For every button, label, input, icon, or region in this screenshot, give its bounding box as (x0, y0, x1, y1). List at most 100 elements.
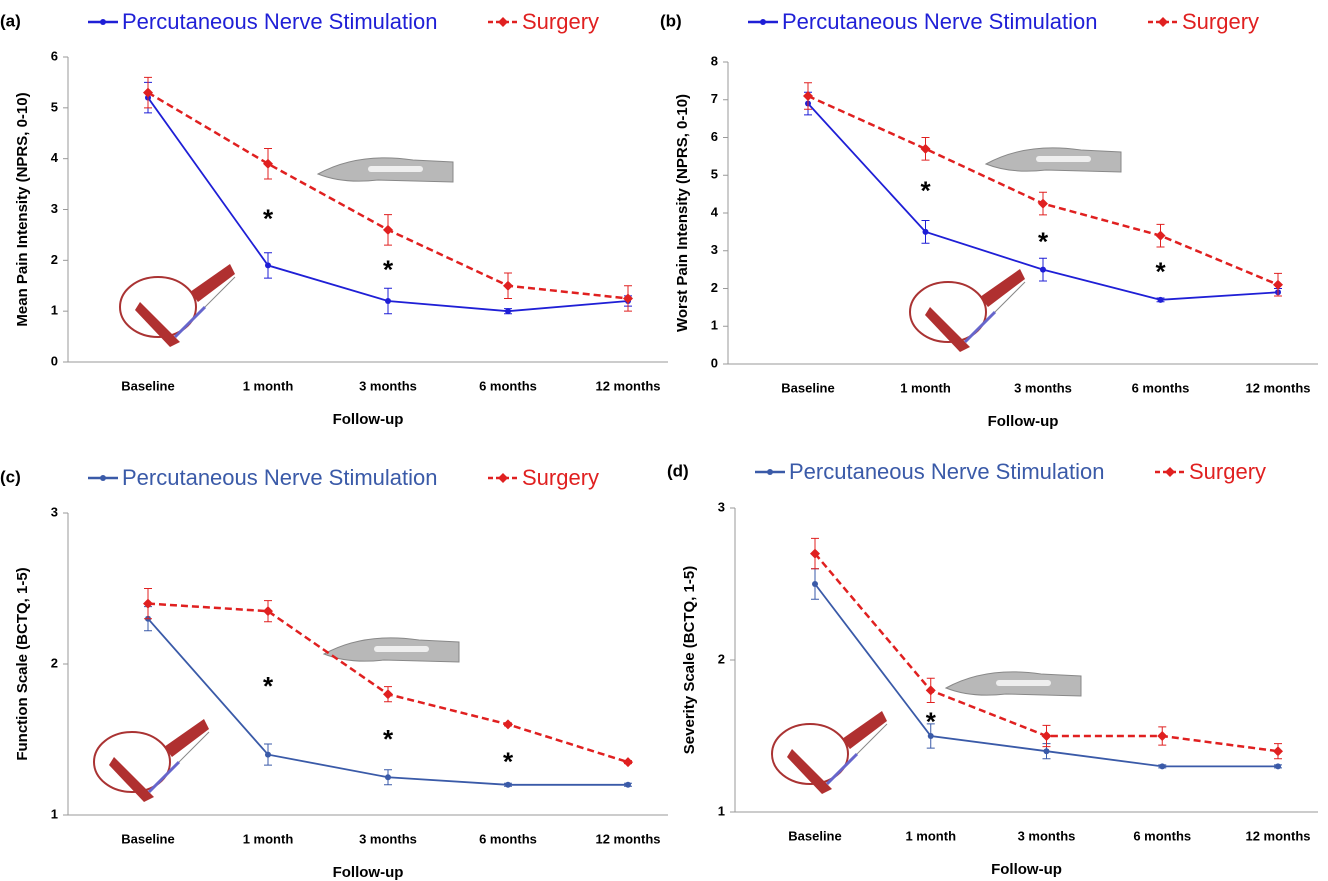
data-point (385, 298, 391, 304)
x-tick-label: Baseline (788, 828, 841, 843)
y-tick-label: 2 (51, 655, 58, 670)
data-point (927, 733, 934, 739)
x-tick-label: Baseline (121, 831, 174, 846)
x-axis-label: Follow-up (991, 861, 1062, 878)
data-point (143, 598, 153, 609)
y-axis-label: Mean Pain Intensity (NPRS, 0-10) (14, 92, 31, 326)
scalpel-icon (984, 147, 1122, 173)
y-tick-label: 6 (711, 129, 718, 144)
y-tick-label: 5 (51, 99, 58, 114)
illustrations (92, 147, 1122, 804)
panel-label: (a) (0, 11, 21, 30)
legend-marker (767, 469, 773, 475)
annotation: * (503, 746, 514, 776)
y-tick-label: 5 (711, 167, 718, 182)
x-tick-label: Baseline (781, 380, 834, 395)
legend-marker (1158, 17, 1168, 27)
x-axis-label: Follow-up (988, 413, 1059, 430)
x-tick-label: 12 months (595, 378, 660, 393)
data-point (1275, 763, 1281, 770)
legend-marker (760, 19, 766, 25)
data-point (625, 781, 631, 788)
y-tick-label: 1 (51, 806, 58, 821)
y-tick-label: 8 (711, 53, 718, 68)
data-point (503, 719, 513, 730)
x-tick-label: 6 months (479, 831, 537, 846)
annotation: * (383, 254, 394, 284)
data-point (385, 774, 391, 781)
data-point (1159, 763, 1166, 770)
x-tick-label: 1 month (905, 828, 956, 843)
x-tick-label: 12 months (595, 831, 660, 846)
annotation: * (1155, 257, 1166, 287)
x-tick-label: 1 month (243, 378, 294, 393)
x-tick-label: Baseline (121, 378, 174, 393)
panel-label: (b) (660, 11, 682, 30)
data-point (1155, 230, 1166, 241)
y-tick-label: 2 (711, 280, 718, 295)
x-tick-label: 3 months (359, 378, 417, 393)
data-point (1157, 731, 1168, 741)
x-tick-label: 3 months (359, 831, 417, 846)
data-point (383, 689, 393, 700)
data-point (1273, 279, 1283, 290)
legend-label: Surgery (1182, 9, 1259, 34)
x-axis-label: Follow-up (333, 411, 404, 428)
y-tick-label: 3 (51, 201, 58, 216)
data-point (810, 548, 820, 559)
legend-label: Percutaneous Nerve Stimulation (789, 459, 1105, 484)
scalpel-icon (316, 157, 454, 183)
data-point (1043, 748, 1050, 755)
panel-label: (d) (667, 461, 689, 480)
data-point (1273, 746, 1283, 757)
data-point (1041, 731, 1052, 741)
y-tick-label: 2 (718, 651, 725, 666)
y-tick-label: 0 (711, 355, 718, 370)
legend-label: Percutaneous Nerve Stimulation (122, 9, 438, 34)
y-tick-label: 1 (51, 303, 58, 318)
legend-marker (100, 475, 106, 481)
y-tick-label: 1 (718, 803, 725, 818)
electrode-icon (92, 717, 211, 804)
annotation: * (383, 724, 394, 754)
scalpel-icon (944, 671, 1082, 697)
data-point (383, 224, 393, 235)
y-tick-label: 2 (51, 252, 58, 267)
data-point (263, 606, 273, 617)
legend-marker (1165, 467, 1175, 477)
data-point (265, 262, 271, 269)
annotation: * (1038, 226, 1049, 256)
y-tick-label: 3 (51, 504, 58, 519)
x-tick-label: 12 months (1245, 380, 1310, 395)
y-tick-label: 4 (711, 204, 719, 219)
y-tick-label: 7 (711, 91, 718, 106)
data-point (623, 757, 633, 768)
scalpel-icon (322, 637, 460, 663)
x-tick-label: 3 months (1014, 380, 1072, 395)
y-axis-label: Severity Scale (BCTQ, 1-5) (681, 566, 698, 754)
legend-label: Surgery (522, 9, 599, 34)
x-tick-label: 3 months (1018, 828, 1076, 843)
data-point (812, 581, 818, 587)
panel-label: (c) (0, 467, 21, 486)
data-point (503, 280, 513, 291)
x-tick-label: 1 month (243, 831, 294, 846)
x-tick-label: 6 months (1132, 380, 1190, 395)
x-tick-label: 1 month (900, 380, 951, 395)
data-point (505, 781, 511, 788)
legend-label: Percutaneous Nerve Stimulation (122, 465, 438, 490)
data-point (1040, 266, 1046, 273)
data-point (920, 143, 931, 154)
data-point (263, 158, 273, 169)
legend-marker (498, 17, 508, 27)
data-point (803, 90, 813, 101)
data-point (1157, 296, 1164, 303)
y-tick-label: 4 (51, 150, 59, 165)
electrode-icon (119, 264, 236, 347)
annotation: * (263, 203, 274, 233)
x-axis-label: Follow-up (333, 864, 404, 881)
y-tick-label: 6 (51, 48, 58, 63)
data-point (265, 751, 271, 758)
y-axis-label: Function Scale (BCTQ, 1-5) (14, 567, 31, 760)
